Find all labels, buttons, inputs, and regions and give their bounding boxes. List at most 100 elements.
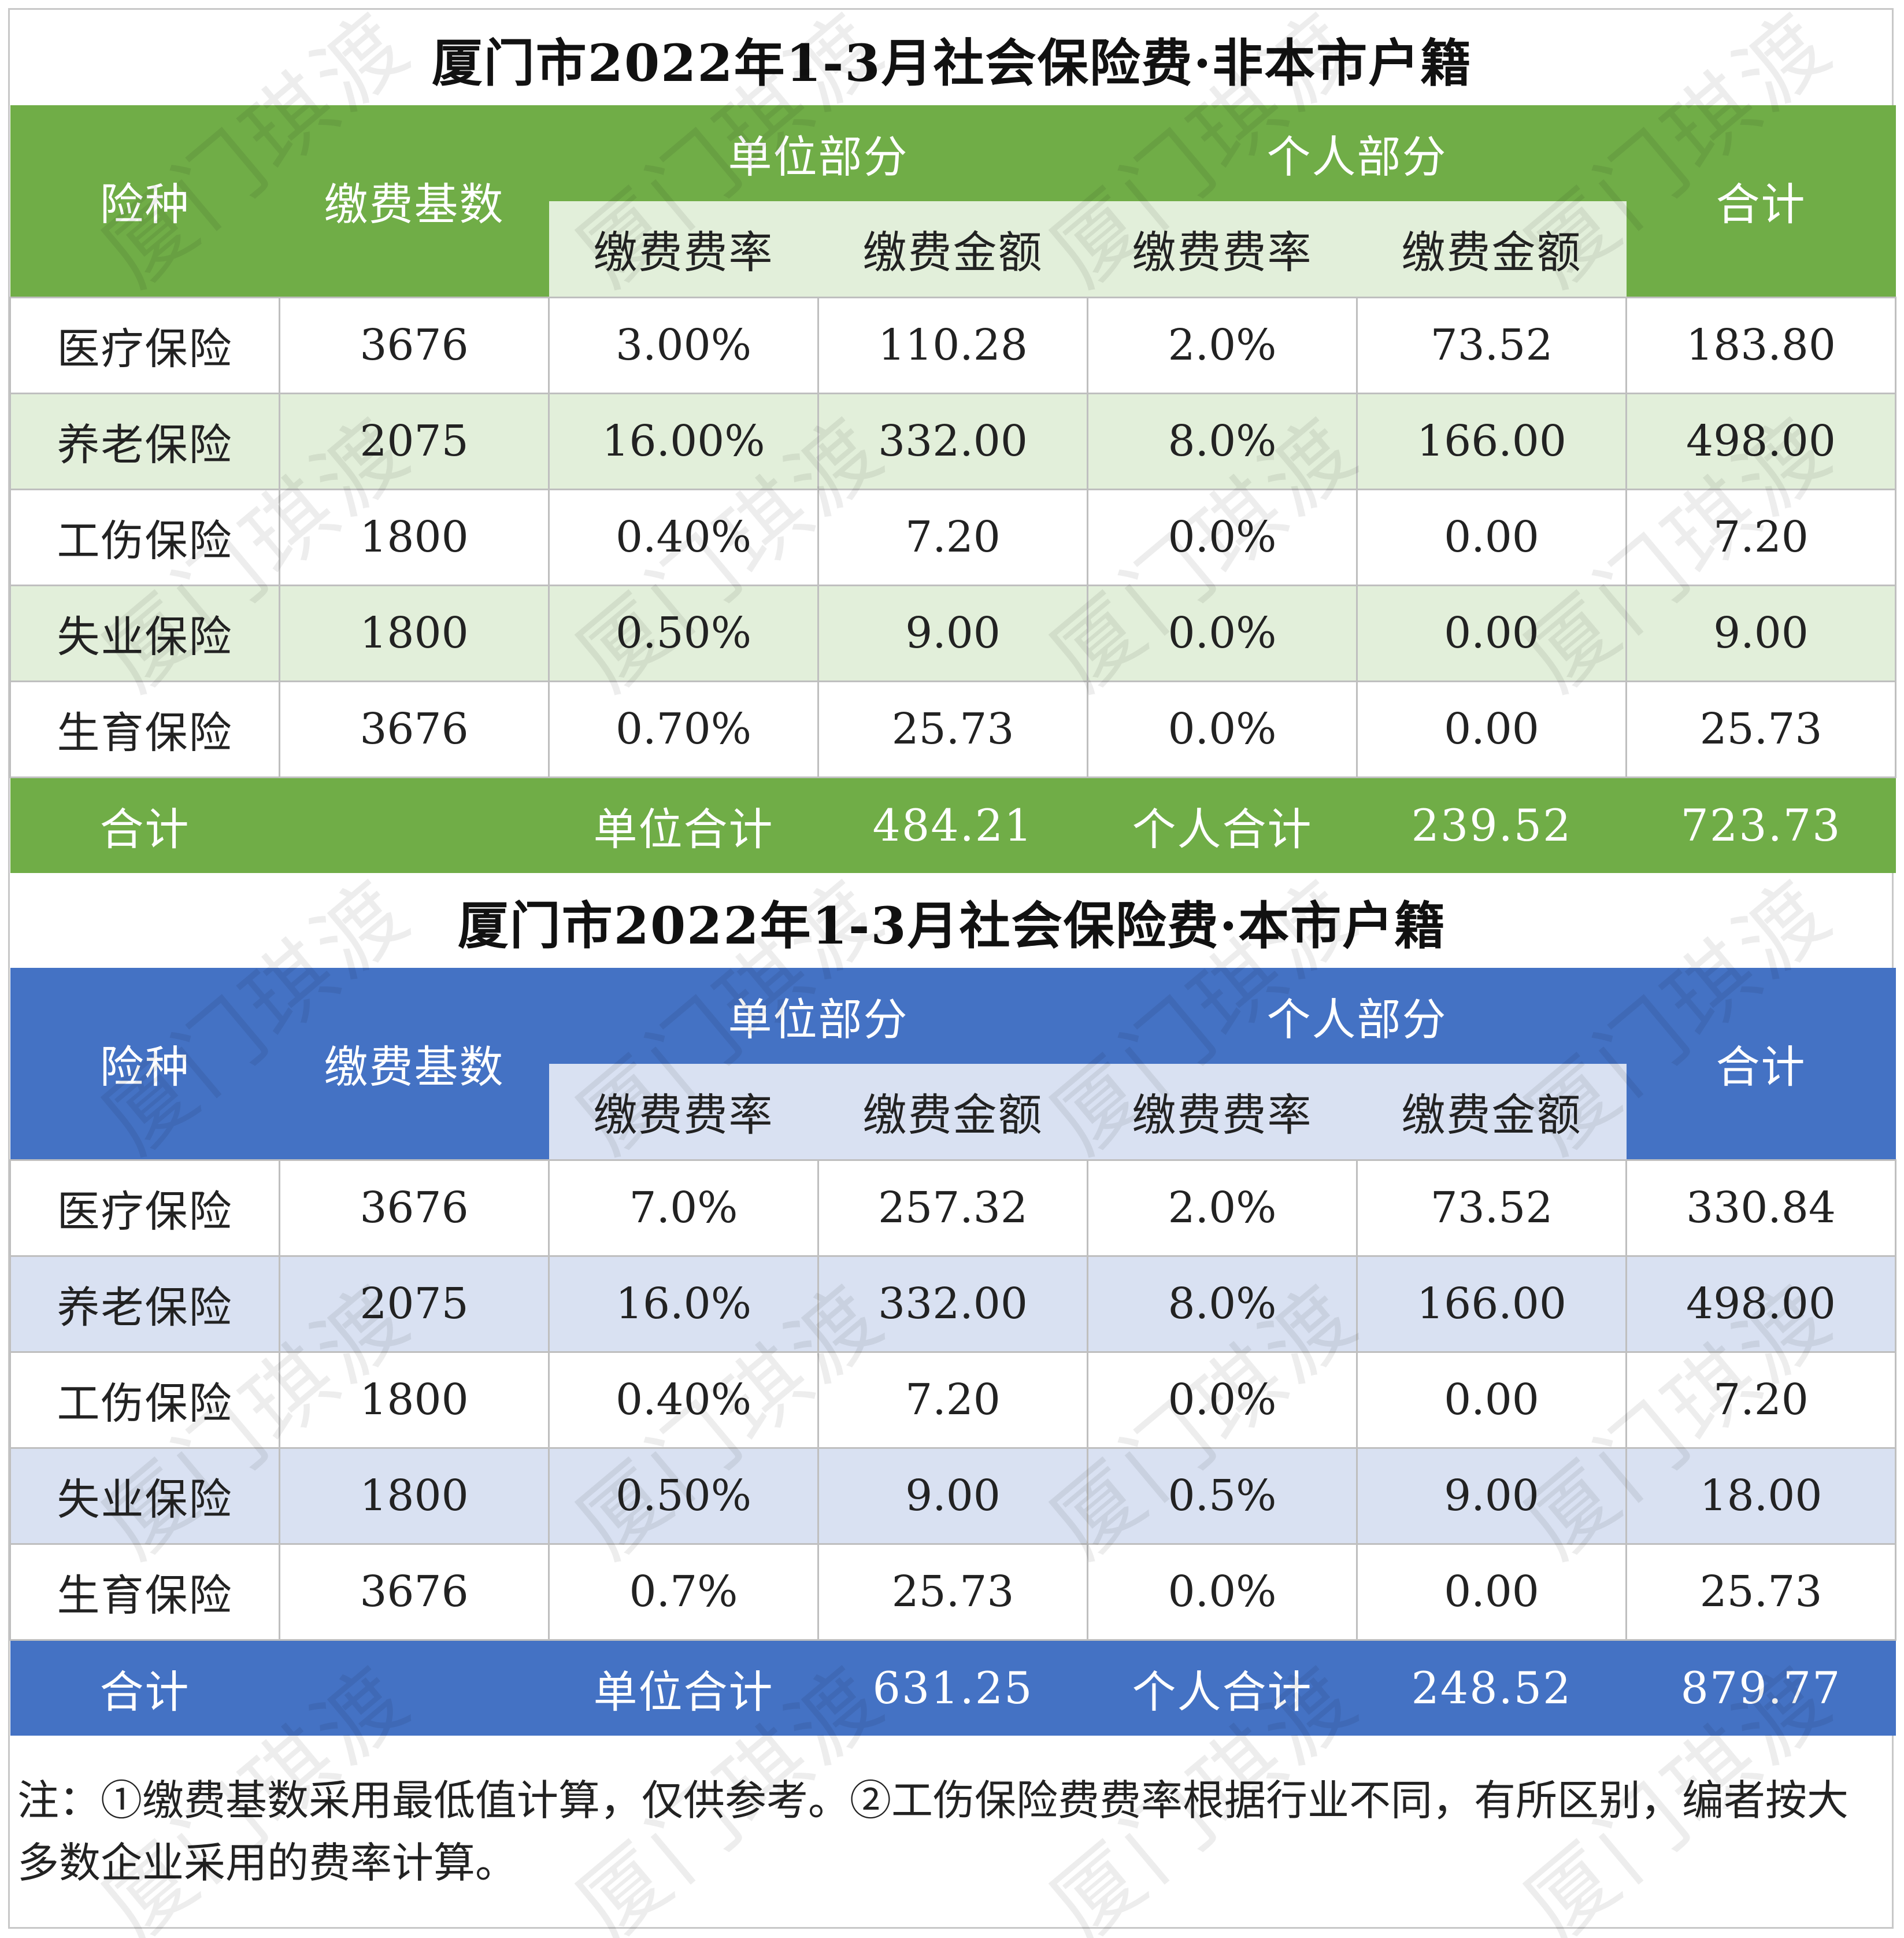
base-value: 3676 [279,1159,550,1257]
company-total-value: 484.21 [818,777,1088,873]
personal-amount: 73.52 [1356,1159,1627,1257]
table-row: 生育保险 3676 0.70% 25.73 0.0% 0.00 25.73 [9,680,1896,778]
table-row: 医疗保险 3676 7.0% 257.32 2.0% 73.52 330.84 [9,1159,1896,1257]
company-amount: 257.32 [817,1159,1088,1257]
row-total: 9.00 [1625,584,1896,682]
table-title-nonlocal: 厦门市2022年1-3月社会保险费·非本市户籍 [431,32,1473,93]
personal-total-value: 248.52 [1357,1640,1627,1736]
header-company-amount: 缴费金额 [818,1064,1088,1160]
grand-total-value: 723.73 [1626,777,1896,873]
insurance-name: 工伤保险 [9,1351,280,1449]
header-total: 合计 [1626,105,1896,297]
personal-rate: 0.0% [1087,680,1358,778]
insurance-name: 医疗保险 [9,1159,280,1257]
table-row: 工伤保险 1800 0.40% 7.20 0.0% 0.00 7.20 [9,1351,1896,1449]
header-personal-group: 个人部分 [1087,968,1627,1064]
base-value: 2075 [279,1255,550,1353]
table-row: 养老保险 2075 16.0% 332.00 8.0% 166.00 498.0… [9,1255,1896,1353]
header-company-group: 单位部分 [549,968,1088,1064]
grand-total-value: 879.77 [1626,1640,1896,1736]
personal-amount: 9.00 [1356,1447,1627,1545]
base-value: 1800 [279,1447,550,1545]
base-value: 3676 [279,680,550,778]
personal-rate: 0.0% [1087,488,1358,586]
header-personal-amount: 缴费金额 [1357,1064,1627,1160]
company-total-label: 单位合计 [549,777,818,873]
insurance-table-nonlocal: 险种 缴费基数 单位部分 个人部分 合计 缴费费率 缴费金额 缴费费率 缴费金额… [9,105,1896,873]
table-row: 生育保险 3676 0.7% 25.73 0.0% 0.00 25.73 [9,1543,1896,1641]
company-rate: 16.00% [548,392,819,490]
company-amount: 7.20 [817,488,1088,586]
total-label: 合计 [10,777,280,873]
personal-total-value: 239.52 [1357,777,1627,873]
row-total: 183.80 [1625,296,1896,394]
header-personal-amount: 缴费金额 [1357,201,1627,297]
row-total: 498.00 [1625,1255,1896,1353]
company-amount: 9.00 [817,1447,1088,1545]
base-value: 1800 [279,584,550,682]
personal-rate: 0.5% [1087,1447,1358,1545]
header-type: 险种 [10,968,280,1160]
table-row: 工伤保险 1800 0.40% 7.20 0.0% 0.00 7.20 [9,488,1896,586]
base-value: 1800 [279,488,550,586]
company-amount: 9.00 [817,584,1088,682]
company-amount: 110.28 [817,296,1088,394]
row-total: 330.84 [1625,1159,1896,1257]
base-value: 2075 [279,392,550,490]
insurance-name: 养老保险 [9,392,280,490]
header-company-amount: 缴费金额 [818,201,1088,297]
header-company-rate: 缴费费率 [549,1064,818,1160]
company-amount: 332.00 [817,392,1088,490]
insurance-name: 工伤保险 [9,488,280,586]
company-rate: 0.70% [548,680,819,778]
company-rate: 16.0% [548,1255,819,1353]
row-total: 498.00 [1625,392,1896,490]
base-value: 1800 [279,1351,550,1449]
total-label: 合计 [10,1640,280,1736]
header-total: 合计 [1626,968,1896,1160]
total-blank [279,1640,549,1736]
company-rate: 0.50% [548,584,819,682]
row-total: 18.00 [1625,1447,1896,1545]
table-row: 失业保险 1800 0.50% 9.00 0.0% 0.00 9.00 [9,584,1896,682]
personal-total-label: 个人合计 [1087,777,1357,873]
header-personal-rate: 缴费费率 [1087,1064,1357,1160]
table-row: 医疗保险 3676 3.00% 110.28 2.0% 73.52 183.80 [9,296,1896,394]
table-row: 失业保险 1800 0.50% 9.00 0.5% 9.00 18.00 [9,1447,1896,1545]
header-company-group: 单位部分 [549,105,1088,201]
company-amount: 332.00 [817,1255,1088,1353]
row-total: 7.20 [1625,488,1896,586]
row-total: 7.20 [1625,1351,1896,1449]
company-amount: 25.73 [817,1543,1088,1641]
personal-rate: 8.0% [1087,1255,1358,1353]
table-title-local: 厦门市2022年1-3月社会保险费·本市户籍 [457,895,1447,956]
table-row: 养老保险 2075 16.00% 332.00 8.0% 166.00 498.… [9,392,1896,490]
insurance-table-local: 险种 缴费基数 单位部分 个人部分 合计 缴费费率 缴费金额 缴费费率 缴费金额… [9,968,1896,1736]
header-company-rate: 缴费费率 [549,201,818,297]
header-type: 险种 [10,105,280,297]
personal-amount: 0.00 [1356,488,1627,586]
personal-amount: 73.52 [1356,296,1627,394]
personal-rate: 2.0% [1087,1159,1358,1257]
table-total-row: 合计 单位合计 484.21 个人合计 239.52 723.73 [10,777,1896,873]
personal-amount: 0.00 [1356,680,1627,778]
personal-rate: 8.0% [1087,392,1358,490]
insurance-name: 失业保险 [9,584,280,682]
company-rate: 0.7% [548,1543,819,1641]
company-total-value: 631.25 [818,1640,1088,1736]
header-personal-group: 个人部分 [1087,105,1627,201]
base-value: 3676 [279,1543,550,1641]
personal-rate: 0.0% [1087,1351,1358,1449]
personal-rate: 2.0% [1087,296,1358,394]
header-base: 缴费基数 [279,968,549,1160]
personal-amount: 0.00 [1356,1351,1627,1449]
company-rate: 7.0% [548,1159,819,1257]
company-amount: 7.20 [817,1351,1088,1449]
header-personal-rate: 缴费费率 [1087,201,1357,297]
company-rate: 0.40% [548,1351,819,1449]
personal-amount: 166.00 [1356,1255,1627,1353]
company-total-label: 单位合计 [549,1640,818,1736]
personal-amount: 166.00 [1356,392,1627,490]
insurance-name: 养老保险 [9,1255,280,1353]
base-value: 3676 [279,296,550,394]
